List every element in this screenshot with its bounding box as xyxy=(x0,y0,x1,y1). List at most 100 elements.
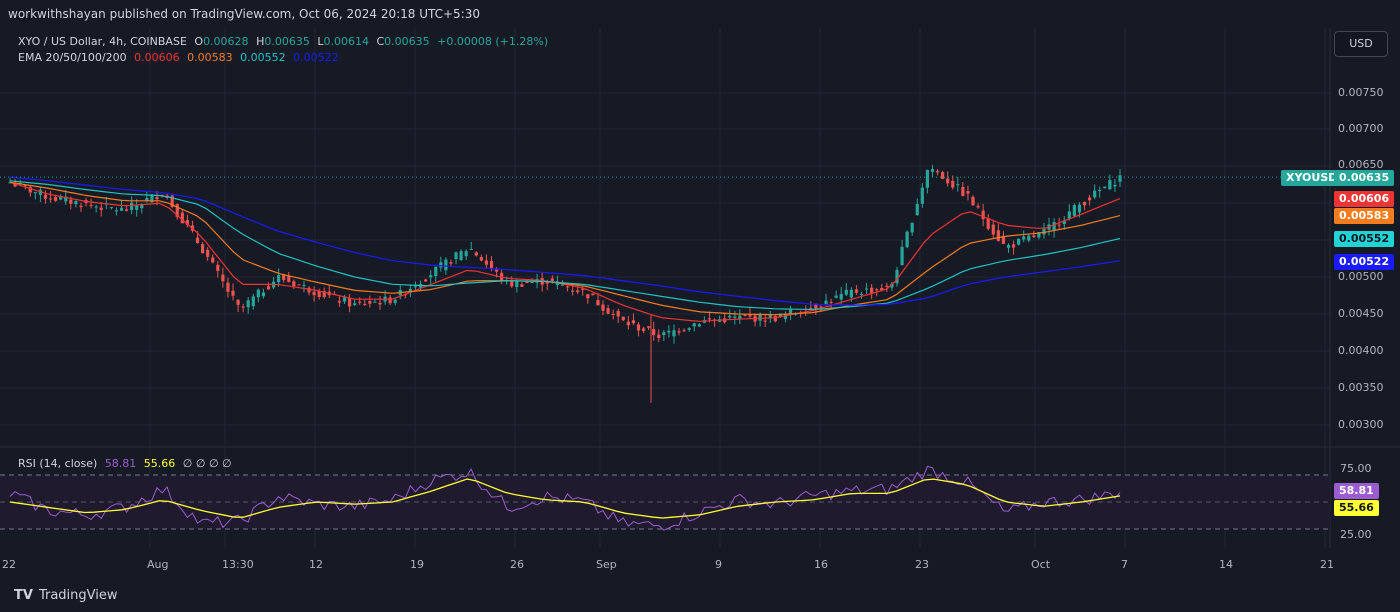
tradingview-brand[interactable]: TV TradingView xyxy=(14,588,117,603)
candle-body xyxy=(844,289,848,295)
candle-body xyxy=(515,281,519,287)
candle-body xyxy=(302,284,306,286)
candle-body xyxy=(454,252,458,260)
candle-body xyxy=(1032,235,1036,237)
candle-body xyxy=(282,274,286,281)
candle-body xyxy=(124,209,129,211)
candle-body xyxy=(140,204,144,209)
candle-body xyxy=(388,297,392,304)
ema50-tag: 0.00583 xyxy=(1334,208,1395,224)
candle-body xyxy=(576,290,580,293)
ohlc-close: C0.00635 xyxy=(376,35,429,48)
candle-body xyxy=(864,288,869,290)
rsi-ma-value: 55.66 xyxy=(143,457,176,470)
candle-body xyxy=(241,306,245,308)
candle-body xyxy=(1037,232,1041,238)
candle-body xyxy=(986,218,990,229)
time-tick: 9 xyxy=(715,558,722,571)
candle-body xyxy=(763,320,767,322)
candle-body xyxy=(1067,211,1071,219)
candle-body xyxy=(910,222,914,233)
candle-body xyxy=(606,308,610,314)
candle-body xyxy=(550,278,554,281)
candle-body xyxy=(99,207,103,211)
ema200-value: 0.00522 xyxy=(293,51,339,64)
ema-title: EMA 20/50/100/200 xyxy=(18,51,127,64)
candle-body xyxy=(941,172,945,179)
candle-body xyxy=(601,304,605,311)
time-tick: 7 xyxy=(1121,558,1128,571)
time-tick: 13:30 xyxy=(222,558,254,571)
candle-body xyxy=(347,298,352,307)
candle-body xyxy=(525,281,529,283)
publish-info: workwithshayan published on TradingView.… xyxy=(8,7,481,21)
low-value: 0.00614 xyxy=(323,35,369,48)
candle-body xyxy=(738,315,742,319)
candle-body xyxy=(565,286,570,288)
candle-body xyxy=(890,283,894,288)
candle-body xyxy=(748,314,752,317)
candle-body xyxy=(48,198,53,200)
time-tick: 22 xyxy=(2,558,16,571)
candle-body xyxy=(768,315,772,318)
candle-body xyxy=(647,326,651,328)
candle-body xyxy=(733,316,737,318)
candle-body xyxy=(261,292,266,297)
candle-body xyxy=(439,262,443,268)
candle-body xyxy=(297,284,301,286)
candle-body xyxy=(489,261,494,269)
ohlc-high: H0.00635 xyxy=(256,35,310,48)
candle-body xyxy=(1057,224,1061,226)
candle-body xyxy=(880,287,884,291)
candle-body xyxy=(251,296,255,307)
rsi-legend[interactable]: RSI (14, close) 58.81 55.66 ∅ ∅ ∅ ∅ xyxy=(18,457,236,470)
candle-body xyxy=(256,289,260,298)
price-tick: 0.00450 xyxy=(1338,307,1384,320)
candle-body xyxy=(652,329,656,336)
candle-body xyxy=(915,204,919,216)
candle-body xyxy=(1108,180,1112,190)
candle-body xyxy=(292,281,296,287)
price-tick: 0.00650 xyxy=(1338,158,1384,171)
candle-body xyxy=(596,300,600,306)
candle-body xyxy=(459,251,463,260)
time-tick: Aug xyxy=(147,558,169,571)
candle-body xyxy=(510,281,514,287)
candle-body xyxy=(185,220,189,225)
close-value: 0.00635 xyxy=(384,35,430,48)
ema-legend[interactable]: EMA 20/50/100/200 0.00606 0.00583 0.0055… xyxy=(18,51,343,64)
candle-body xyxy=(935,170,940,173)
candle-body xyxy=(413,286,418,288)
candle-body xyxy=(221,274,225,282)
candle-body xyxy=(870,287,874,294)
candle-body xyxy=(728,315,732,318)
time-tick: 19 xyxy=(410,558,424,571)
price-panel xyxy=(0,165,1330,403)
candle-body xyxy=(581,288,585,290)
candle-body xyxy=(1093,190,1097,198)
candle-body xyxy=(905,231,909,248)
candle-body xyxy=(591,293,595,296)
ema200-line xyxy=(9,176,1121,306)
rsi-tick: 25.00 xyxy=(1340,528,1372,541)
currency-button[interactable]: USD xyxy=(1334,31,1388,57)
candle-body xyxy=(89,204,93,206)
brand-name: TradingView xyxy=(38,588,118,603)
candle-body xyxy=(479,257,483,261)
candle-body xyxy=(1077,204,1082,213)
candle-body xyxy=(1072,205,1076,216)
ema100-line xyxy=(9,180,1121,311)
candle-body xyxy=(119,207,124,211)
candle-body xyxy=(317,290,321,298)
candle-body xyxy=(900,246,904,266)
candle-body xyxy=(64,196,68,202)
price-tick: 0.00500 xyxy=(1338,270,1384,283)
candle-body xyxy=(788,309,793,315)
symbol-legend[interactable]: XYO / US Dollar, 4h, COINBASE O0.00628 H… xyxy=(18,35,552,48)
rsi-title: RSI (14, close) xyxy=(18,457,98,470)
candle-body xyxy=(925,170,929,188)
candle-body xyxy=(930,169,935,172)
candle-body xyxy=(611,313,615,315)
candle-body xyxy=(79,205,83,208)
